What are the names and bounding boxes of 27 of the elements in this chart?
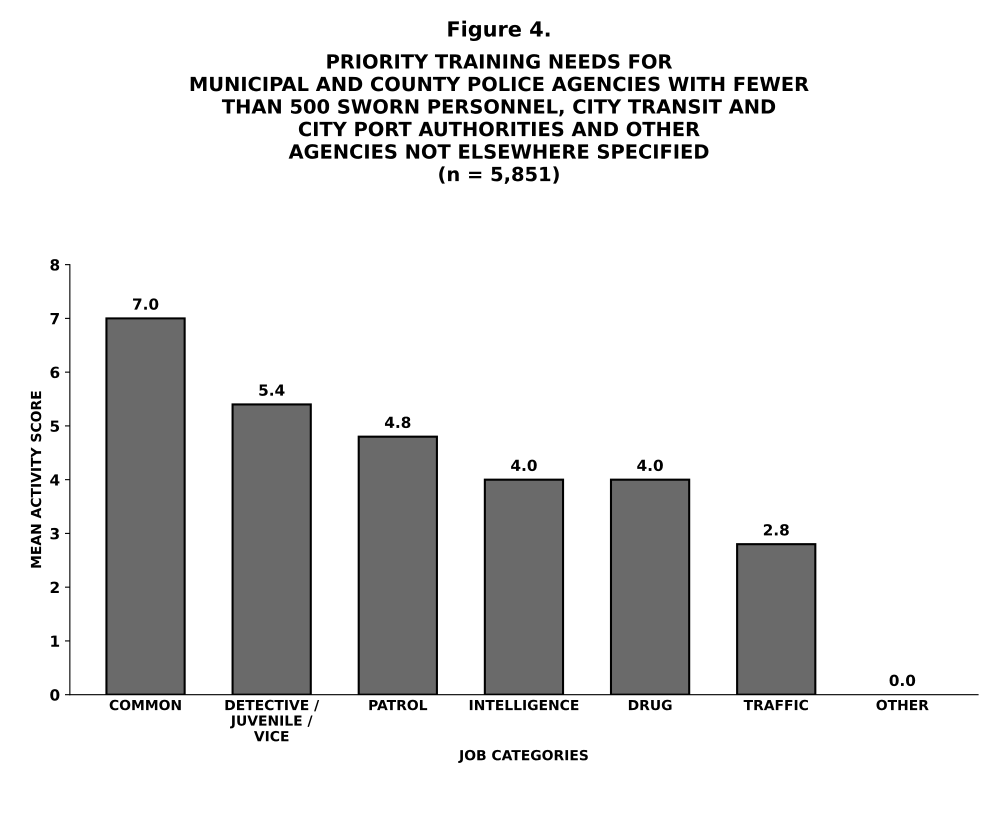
y-tick-label: 4 [50, 474, 60, 486]
chart-title: Figure 4. [448, 20, 550, 41]
x-tick-label: DETECTIVE / JUVENILE / VICE [225, 700, 320, 742]
x-tick-label: TRAFFIC [744, 700, 808, 710]
data-label: 2.8 [764, 524, 789, 536]
x-tick-label: DRUG [628, 700, 672, 710]
y-tick-label: 0 [50, 689, 60, 701]
y-tick-label: 3 [50, 528, 59, 540]
y-tick-label: 8 [50, 259, 60, 271]
y-tick-label: 1 [51, 636, 60, 647]
x-tick-label: PATROL [369, 700, 428, 710]
y-tick-label: 6 [50, 366, 60, 378]
y-tick-label: 2 [50, 582, 59, 593]
data-label: 5.4 [259, 384, 285, 396]
y-tick-label: 5 [50, 420, 60, 432]
x-tick-label: COMMON [110, 700, 181, 710]
data-label: 4.0 [511, 460, 537, 472]
chart-subtitle: PRIORITY TRAINING NEEDS FOR MUNICIPAL AND COUNTY POLICE AGENCIES WITH FEWER THAN 500 SWORN PERSONNEL, CITY TRANSIT AND CITY PORT AUTHORITIES AND OTHER AGENCIES NOT ELSEWHERE SPECIFIED (n = 5,851) [190, 54, 809, 184]
x-tick-label: INTELLIGENCE [470, 700, 578, 710]
x-axis-title: JOB CATEGORIES [458, 750, 588, 763]
x-tick-label: OTHER [876, 700, 929, 710]
y-tick-label: 7 [50, 313, 59, 324]
data-label: 0.0 [890, 674, 916, 686]
data-label: 4.8 [384, 416, 410, 428]
data-label: 4.0 [637, 460, 663, 472]
data-label: 7.0 [133, 298, 158, 310]
y-axis-title: MEAN ACTIVITY SCORE [30, 391, 42, 568]
